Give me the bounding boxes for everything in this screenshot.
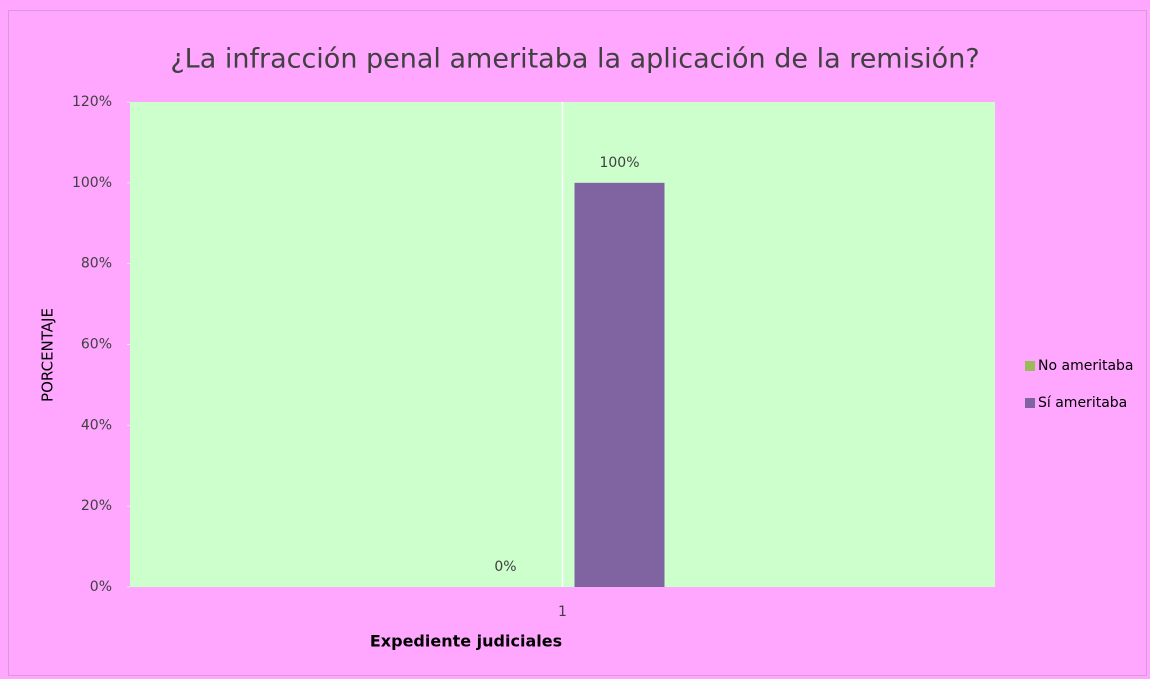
data-label: 0% — [494, 559, 516, 575]
data-label: 100% — [599, 155, 639, 171]
legend-label: No ameritaba — [1038, 358, 1134, 374]
y-tick-label: 20% — [81, 498, 112, 514]
bar — [574, 182, 665, 588]
y-tick-label: 60% — [81, 337, 112, 353]
y-tick-label: 80% — [81, 256, 112, 272]
legend-swatch — [1025, 361, 1035, 371]
legend-label: Sí ameritaba — [1038, 395, 1127, 411]
y-tick-label: 120% — [72, 94, 112, 110]
y-axis-label: PORCENTAJE — [39, 308, 57, 402]
x-tick-label: 1 — [558, 604, 567, 620]
y-tick-label: 100% — [72, 175, 112, 191]
legend-swatch — [1025, 398, 1035, 408]
y-tick-label: 40% — [81, 417, 112, 433]
chart-title: ¿La infracción penal ameritaba la aplica… — [170, 44, 979, 75]
x-axis-label: Expediente judiciales — [370, 632, 562, 651]
y-tick-label: 0% — [90, 579, 112, 595]
